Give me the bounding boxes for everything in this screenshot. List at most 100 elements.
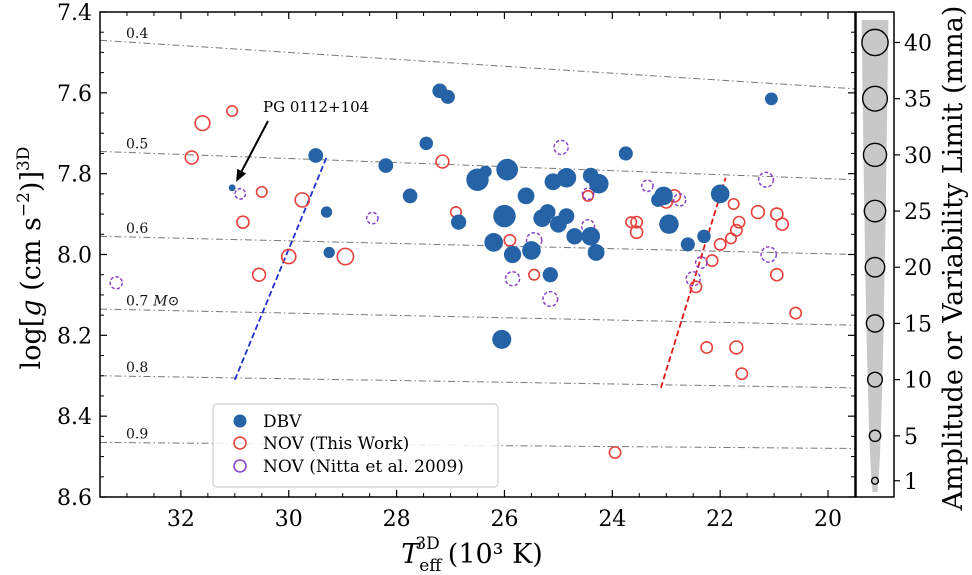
dbv-point	[323, 246, 335, 259]
instability-edge-line	[659, 177, 727, 389]
nov-this-work-point	[789, 306, 803, 320]
mass-track-label: 0.9	[126, 427, 148, 443]
dbv-point	[542, 267, 558, 283]
dbv-point	[419, 136, 434, 151]
nov-this-work-point	[435, 154, 450, 169]
y-tick-label: 7.4	[57, 1, 92, 26]
size-scale-tick-label: 40	[904, 31, 932, 56]
x-axis-ticks: 32 30 28 26 24 22 20	[126, 12, 842, 532]
nov-this-work-point	[236, 215, 250, 230]
annotation-arrow-line	[240, 120, 269, 172]
legend-marker-dbv	[233, 414, 247, 428]
nov-this-work-point	[769, 267, 784, 282]
size-scale-marker	[863, 199, 887, 223]
legend: DBV NOV (This Work) NOV (Nitta et al. 20…	[212, 403, 499, 488]
nov-this-work-point	[184, 150, 199, 165]
dbv-point	[228, 184, 236, 192]
size-scale-tick-label: 10	[904, 369, 932, 394]
nov-this-work-point	[294, 192, 311, 208]
dbv-point	[589, 174, 609, 194]
size-scale-marker	[865, 314, 885, 333]
size-scale-marker	[862, 142, 888, 168]
dbv-point	[539, 204, 556, 220]
mass-track-label: 0.4	[126, 26, 148, 42]
nov-nitta-point	[109, 275, 123, 290]
x-axis-label: Teff3D (10³ K)	[401, 534, 543, 575]
dbv-point	[618, 146, 633, 161]
nov-this-work-point	[608, 446, 622, 460]
y-tick-label: 7.6	[57, 82, 92, 107]
size-scale-tick-label: 5	[904, 425, 918, 450]
nov-this-work-point	[255, 185, 268, 198]
legend-label-nov-this: NOV (This Work)	[263, 434, 409, 454]
dbv-point	[503, 245, 522, 264]
nov-this-work-point	[727, 197, 740, 211]
nov-this-work-point	[280, 248, 297, 265]
nov-this-work-point	[503, 233, 517, 247]
nov-nitta-point	[365, 211, 379, 225]
y-axis-ticks: 7.4 7.6 7.8 8.0 8.2 8.4 8.6	[57, 1, 855, 511]
nov-this-work-point	[729, 340, 744, 355]
nov-this-work-point	[630, 215, 644, 229]
y-tick-label: 8.4	[57, 405, 92, 430]
nov-this-work-point	[625, 216, 638, 229]
nov-this-work-point	[750, 204, 766, 220]
x-tick-label: 22	[706, 507, 734, 532]
mass-tracks	[100, 39, 855, 449]
mass-track-line	[100, 375, 855, 389]
nov-this-work-point	[705, 254, 719, 268]
legend-marker-nov-nitta	[233, 459, 247, 473]
nov-this-work-point	[226, 104, 239, 118]
size-scale-tick-label: 1	[904, 470, 918, 495]
nov-this-work-point	[735, 367, 749, 381]
x-tick-label: 28	[383, 507, 411, 532]
dbv-point	[710, 184, 730, 204]
size-scale-tick-label: 15	[904, 312, 932, 337]
mass-track-label: 0.7 M⊙	[126, 294, 179, 310]
size-scale-tick-label: 30	[904, 144, 932, 169]
nov-nitta-point	[234, 187, 247, 200]
size-scale-tick-label: 20	[904, 256, 932, 281]
mass-track-label: 0.8	[126, 360, 148, 376]
size-scale-marker	[866, 371, 884, 388]
dbv-point	[450, 214, 467, 230]
x-tick-label: 24	[598, 507, 626, 532]
instability-edges	[233, 157, 727, 389]
annotation-text: PG 0112+104	[263, 98, 369, 116]
instability-edge-line	[233, 157, 328, 381]
dbv-point	[484, 233, 503, 252]
nov-nitta-point	[672, 193, 687, 207]
y-tick-label: 7.8	[57, 163, 92, 188]
size-scale-tick-label: 25	[904, 200, 932, 225]
dbv-point	[496, 158, 519, 181]
dbv-point	[479, 165, 492, 178]
legend-label-dbv: DBV	[263, 412, 302, 432]
nov-nitta-point	[694, 256, 708, 269]
mass-track-label: 0.6	[126, 221, 148, 237]
nov-this-work-point	[775, 217, 790, 232]
size-scale-fill	[861, 20, 889, 492]
dbv-point	[697, 229, 711, 244]
nov-this-work-point	[528, 268, 541, 281]
size-scale-marker	[861, 28, 889, 57]
size-scale-marker	[864, 256, 886, 278]
dbv-point	[587, 244, 605, 261]
size-scale-markers	[861, 28, 889, 485]
x-tick-label: 30	[275, 507, 303, 532]
mass-track-line	[100, 39, 855, 90]
dbv-point	[522, 241, 541, 260]
mass-track-line	[100, 308, 855, 326]
size-scale-marker	[870, 476, 880, 485]
legend-box	[212, 403, 499, 488]
dbv-point	[566, 228, 583, 245]
dbv-point	[680, 237, 695, 252]
dbv-point	[659, 214, 679, 234]
x-tick-label: 26	[490, 507, 518, 532]
dbv-point	[492, 329, 512, 349]
nov-nitta-point	[553, 139, 569, 156]
dbv-point	[402, 188, 418, 204]
dbv-point	[320, 206, 333, 218]
data-points	[109, 83, 803, 460]
nov-this-work-point	[251, 267, 267, 282]
